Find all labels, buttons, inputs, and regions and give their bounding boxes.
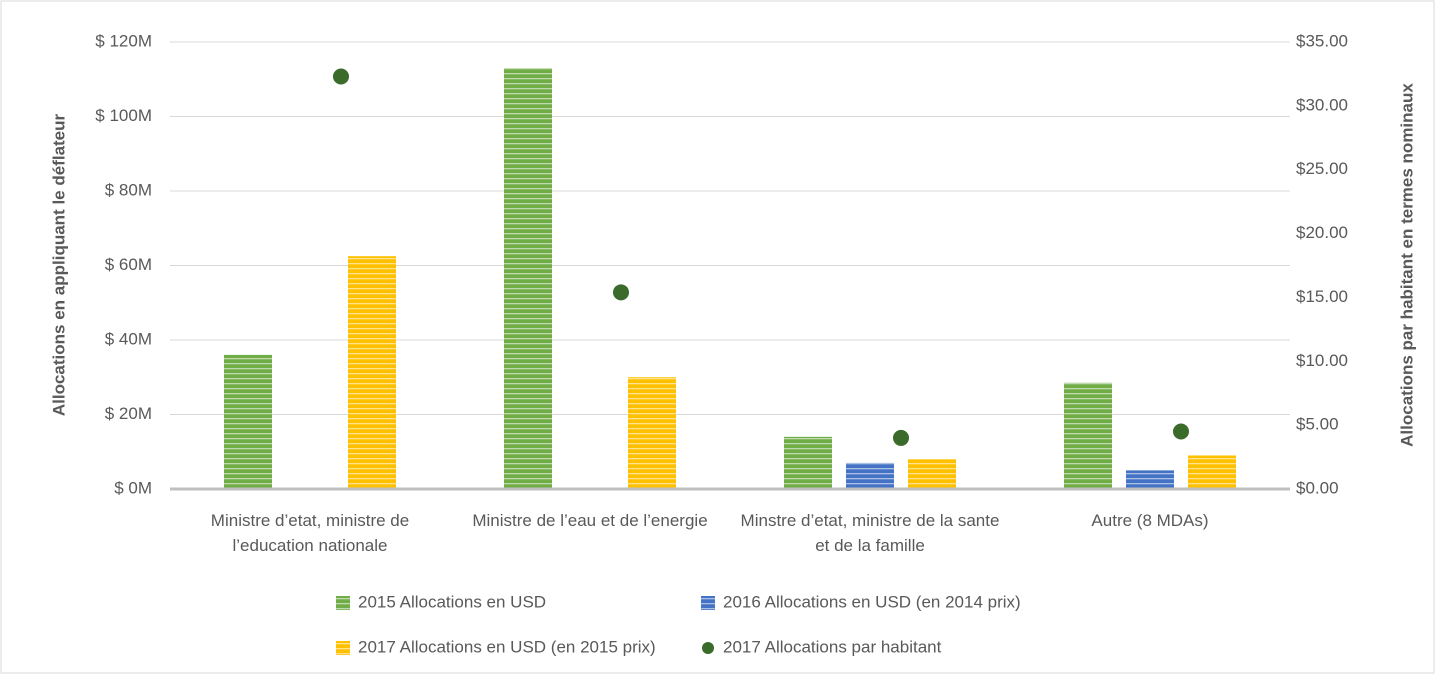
bar: [1064, 382, 1112, 489]
bar: [846, 462, 894, 489]
y2-tick-label: $30.00: [1296, 95, 1348, 114]
bar: [628, 377, 676, 489]
y2-tick-label: $15.00: [1296, 287, 1348, 306]
y2-tick-label: $10.00: [1296, 351, 1348, 370]
y2-tick-label: $25.00: [1296, 159, 1348, 178]
legend-label: 2017 Allocations par habitant: [723, 637, 942, 656]
y-tick-label: $ 80M: [105, 180, 152, 199]
bar: [1188, 455, 1236, 489]
y2-tick-label: $35.00: [1296, 31, 1348, 50]
bar: [1126, 470, 1174, 489]
legend-swatch: [336, 596, 350, 610]
dot: [613, 284, 629, 301]
bar: [784, 436, 832, 489]
y-tick-label: $ 0M: [114, 478, 152, 497]
x-tick-label: Minstre d’etat, ministre de la sante et …: [740, 511, 1000, 555]
bar: [908, 459, 956, 489]
dot: [333, 68, 349, 85]
legend-label: 2016 Allocations en USD (en 2014 prix): [723, 592, 1021, 611]
y2-tick-label: $0.00: [1296, 478, 1339, 497]
x-tick-label: Ministre d’etat, ministre de l’education…: [210, 511, 410, 555]
bar: [224, 354, 272, 489]
y2-tick-label: $5.00: [1296, 415, 1339, 434]
legend-swatch: [701, 596, 715, 610]
y-tick-label: $ 20M: [105, 404, 152, 423]
y-tick-label: $ 40M: [105, 329, 152, 348]
legend-swatch: [702, 642, 714, 654]
dot: [1173, 423, 1189, 440]
y-tick-label: $ 120M: [95, 31, 152, 50]
y2-tick-label: $20.00: [1296, 223, 1348, 242]
legend-label: 2017 Allocations en USD (en 2015 prix): [358, 637, 656, 656]
legend-swatch: [336, 641, 350, 655]
y2-axis-title: Allocations par habitant en termes nomin…: [1397, 83, 1416, 447]
y-tick-label: $ 100M: [95, 106, 152, 125]
y-tick-label: $ 60M: [105, 255, 152, 274]
x-tick-label: Ministre de l’eau et de l’energie: [472, 511, 708, 530]
bar: [504, 68, 552, 489]
x-tick-label: Autre (8 MDAs): [1091, 511, 1209, 530]
bar: [348, 256, 396, 489]
legend-label: 2015 Allocations en USD: [358, 592, 546, 611]
y-axis-title: Allocations en appliquant le déflateur: [49, 113, 68, 416]
dot: [893, 429, 909, 446]
